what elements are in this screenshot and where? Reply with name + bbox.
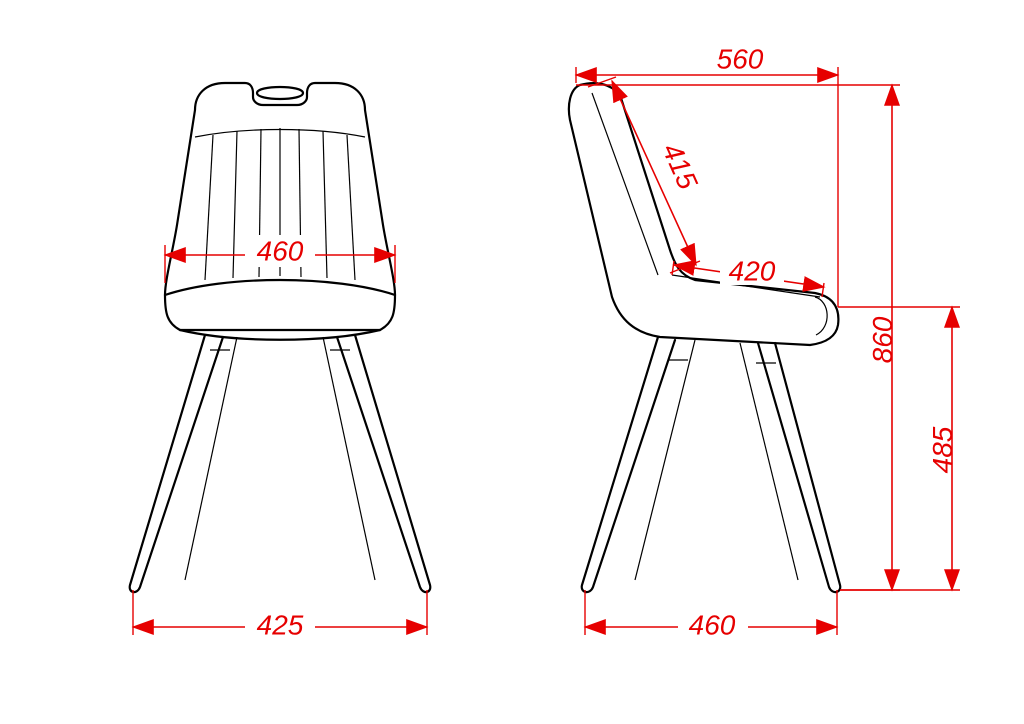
- dim-overall-height: 860: [576, 85, 900, 590]
- dim-label-seat-height: 485: [927, 426, 958, 473]
- dim-label-backrest: 415: [656, 138, 703, 194]
- dim-label-side-leg-spread: 460: [689, 609, 736, 640]
- front-chair-outline: [165, 83, 395, 340]
- dim-label-seat-width: 460: [257, 235, 304, 266]
- dim-seat-height: 485: [838, 307, 960, 590]
- dim-side-leg-spread: 460: [585, 590, 837, 641]
- technical-drawing: 460 425: [0, 0, 1024, 724]
- dim-leg-spread: 425: [133, 590, 427, 641]
- dim-label-leg-spread: 425: [257, 609, 304, 640]
- dim-label-overall-depth: 560: [717, 43, 764, 74]
- dim-label-overall-height: 860: [867, 316, 898, 363]
- side-legs: [582, 337, 841, 592]
- dim-label-seat-depth: 420: [729, 255, 776, 286]
- front-legs: [130, 335, 431, 592]
- dim-overall-depth: 560: [576, 43, 838, 307]
- front-view: 460 425: [130, 83, 431, 641]
- side-chair-outline: [569, 83, 839, 345]
- side-view: 560 415 420 860 485: [569, 43, 960, 641]
